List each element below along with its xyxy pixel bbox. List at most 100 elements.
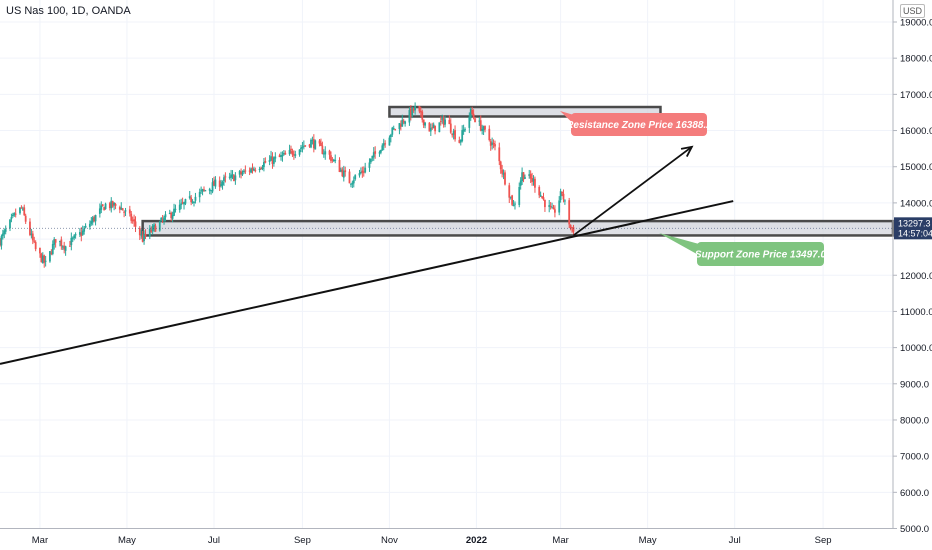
candle [90, 216, 93, 226]
candle [180, 198, 183, 210]
candle [0, 238, 1, 247]
candle [294, 150, 297, 159]
candle-body [168, 213, 171, 215]
candle-body [388, 137, 391, 146]
candle [334, 154, 337, 164]
candle-body [103, 207, 106, 211]
candle [268, 155, 271, 166]
candle [472, 109, 475, 120]
candle-body [414, 106, 417, 111]
candle [438, 122, 441, 133]
candle [422, 119, 425, 129]
bar-countdown: 14:57:04 [898, 228, 932, 238]
candle-body [508, 185, 511, 198]
time-axis: Mar May Jul Sep Nov 2022 Mar May Jul Sep [0, 528, 893, 546]
candle [173, 203, 175, 217]
candle-body [71, 237, 74, 239]
candle [508, 182, 511, 204]
candle [228, 172, 231, 180]
candle [352, 176, 355, 188]
candle [342, 165, 345, 182]
candle-body [244, 170, 247, 172]
candle-body [258, 168, 261, 171]
candle-body [250, 168, 252, 173]
candle [111, 200, 114, 208]
candle-body [449, 123, 452, 133]
candle [491, 137, 494, 150]
candle [468, 112, 471, 134]
candle-body [43, 255, 46, 263]
candle [350, 183, 352, 188]
candle [338, 157, 341, 173]
candle-body [398, 123, 401, 130]
candle-body [341, 169, 344, 177]
currency-badge[interactable]: USD [900, 4, 926, 18]
candle [9, 218, 11, 232]
candle-body [558, 200, 561, 213]
candle [190, 194, 193, 206]
candle-body [110, 200, 113, 209]
candle-body [220, 184, 223, 186]
candle [140, 229, 143, 239]
candle-body [61, 246, 64, 248]
candle-body [190, 197, 193, 203]
candle [191, 199, 194, 204]
candle-body [542, 197, 545, 200]
candle-body [243, 170, 245, 173]
candle [14, 208, 17, 218]
candle [121, 208, 124, 211]
candle-body [419, 110, 422, 113]
candle-body [332, 159, 335, 161]
candle-body [118, 207, 121, 210]
candle [449, 118, 452, 134]
candle [409, 105, 412, 121]
candle [278, 153, 281, 158]
drawings [0, 145, 734, 365]
candle [251, 163, 254, 174]
candle-body [338, 159, 341, 173]
candle [509, 196, 512, 200]
candle [441, 114, 444, 124]
candle [394, 128, 397, 131]
candle [328, 149, 331, 160]
candle [568, 197, 571, 229]
candle [368, 158, 371, 172]
candle [541, 196, 543, 199]
candle [548, 200, 551, 213]
candle [388, 135, 391, 146]
candle-body [64, 246, 67, 251]
candle [320, 138, 322, 147]
candle [171, 211, 174, 223]
candle-body [233, 175, 235, 182]
candle-body [21, 208, 24, 210]
support-label-callout[interactable]: Support Zone Price 13497.0 [659, 233, 827, 266]
candle [492, 139, 495, 149]
candle [174, 204, 177, 213]
candle [431, 122, 434, 130]
candle [484, 125, 486, 133]
resistance-label-callout[interactable]: Resistance Zone Price 16388.2 [560, 111, 712, 136]
candle [200, 186, 203, 194]
trendline [0, 200, 734, 365]
candle [559, 188, 562, 203]
candle-body [464, 129, 466, 131]
candle [101, 204, 104, 207]
candle [143, 230, 145, 245]
candle [221, 180, 224, 190]
candle [371, 155, 374, 162]
candle [542, 192, 545, 201]
candle [211, 178, 214, 194]
candle-body [148, 228, 151, 237]
candle [291, 148, 294, 158]
candle-body [461, 130, 464, 142]
candle-body [568, 200, 571, 225]
symbol-title[interactable]: US Nas 100, 1D, OANDA [6, 5, 131, 17]
candle [131, 216, 134, 224]
candle [84, 223, 87, 229]
candle-body [439, 121, 442, 123]
candle-body [394, 128, 397, 130]
candle-body [113, 202, 116, 206]
candle [281, 151, 284, 162]
resistance-label-text: Resistance Zone Price 16388.2 [566, 120, 712, 131]
